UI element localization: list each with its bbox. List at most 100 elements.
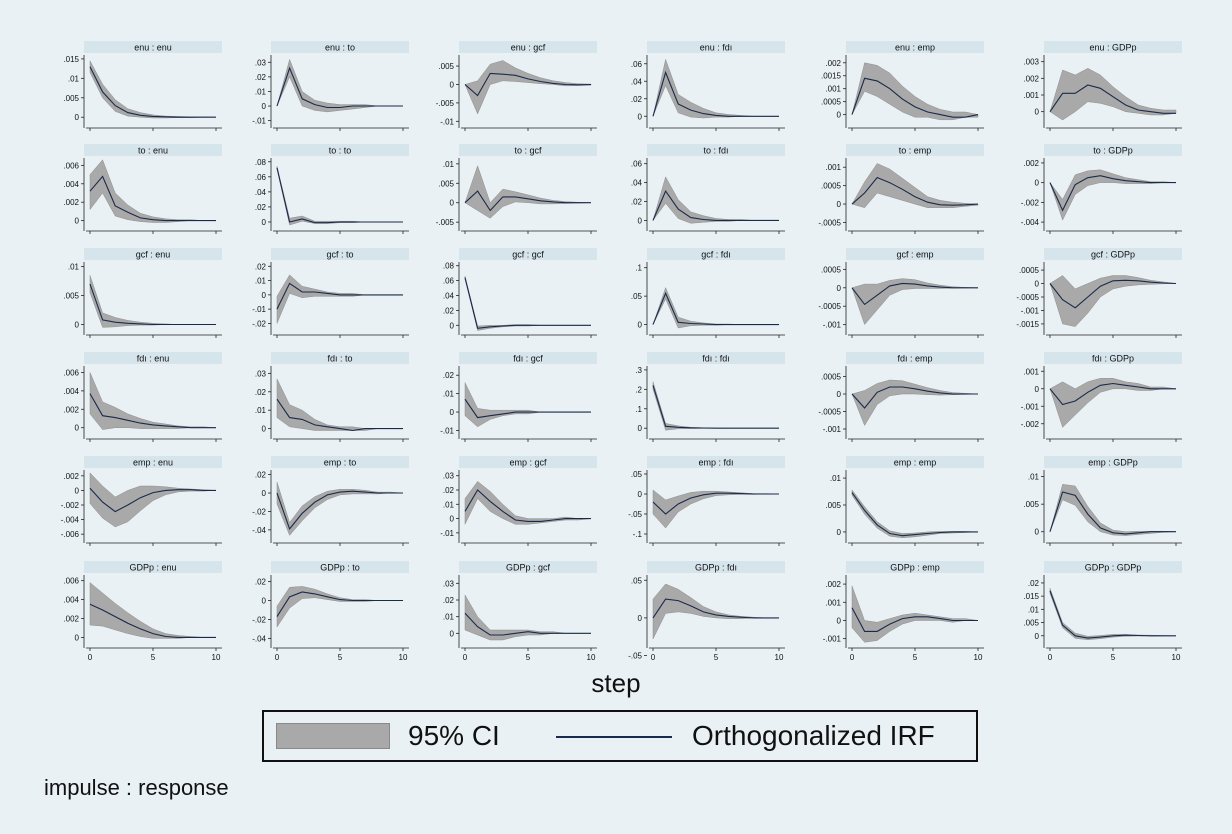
y-tick-label: 0 xyxy=(837,528,842,537)
irf-panel: fdı : to 0 .01 .02 .03 xyxy=(255,352,409,442)
ci-band xyxy=(276,481,404,536)
y-tick-label: 0 xyxy=(450,515,455,524)
y-tick-label: .01 xyxy=(443,390,455,399)
y-tick-label: .02 xyxy=(443,371,455,380)
panel-title-strip xyxy=(271,248,409,260)
irf-panel: emp : GDPp 0 .005 .01 xyxy=(1023,456,1182,546)
y-tick-label: -.0005 xyxy=(818,302,841,311)
y-tick-label: .006 xyxy=(63,161,79,170)
ci-band xyxy=(464,60,592,115)
ci-band xyxy=(89,60,217,119)
x-tick-label: 10 xyxy=(974,653,983,662)
panel-title-strip xyxy=(1044,144,1182,156)
x-tick-label: 5 xyxy=(338,653,343,662)
irf-panel: to : enu 0 .002 .004 .006 xyxy=(63,144,222,234)
panel-title: emp : enu xyxy=(133,458,173,468)
irf-line xyxy=(276,490,403,531)
y-tick-label: -.01 xyxy=(252,117,266,126)
irf-line xyxy=(1049,175,1176,212)
x-tick-label: 0 xyxy=(1048,653,1053,662)
y-tick-label: .015 xyxy=(63,55,79,64)
irf-line xyxy=(464,190,591,212)
y-tick-label: -.0005 xyxy=(1016,293,1039,302)
y-tick-label: .01 xyxy=(68,74,80,83)
panel-title-strip xyxy=(459,41,597,53)
irf-panel: enu : fdı 0 .02 .04 .06 xyxy=(631,41,785,131)
y-tick-label: .04 xyxy=(443,292,455,301)
y-tick-label: .02 xyxy=(631,198,643,207)
y-tick-label: -.002 xyxy=(1021,420,1040,429)
panel-title: GDPp : fdı xyxy=(695,563,737,573)
panel-title: gcf : gcf xyxy=(512,250,544,260)
y-tick-label: 0 xyxy=(638,112,643,121)
irf-line xyxy=(89,175,216,222)
irf-line xyxy=(851,607,978,632)
y-tick-label: -.001 xyxy=(823,635,842,644)
y-tick-label: .0005 xyxy=(821,265,842,274)
irf-line xyxy=(851,176,979,206)
irf-line xyxy=(652,189,779,221)
panel-title: gcf : GDPp xyxy=(1091,250,1135,260)
y-tick-label: 0 xyxy=(1035,108,1040,117)
y-tick-label: .05 xyxy=(631,292,643,301)
irf-line xyxy=(1049,84,1176,114)
panel-title: to : fdı xyxy=(703,146,728,156)
y-tick-label: .015 xyxy=(1023,592,1039,601)
irf-line xyxy=(851,492,978,537)
x-axis-title: step xyxy=(591,668,641,698)
y-tick-label: -.02 xyxy=(252,319,266,328)
y-tick-label: .001 xyxy=(825,598,841,607)
ci-band xyxy=(276,58,403,113)
irf-panel: GDPp : enu 0 .002 .004 .006 0 5 10 xyxy=(63,561,222,662)
panel-title-strip xyxy=(271,561,409,573)
panel-title: to : gcf xyxy=(514,146,542,156)
ci-band xyxy=(851,278,979,326)
legend-ci-label: 95% CI xyxy=(408,720,500,751)
y-tick-label: 0 xyxy=(75,217,80,226)
irf-line xyxy=(276,398,403,432)
y-tick-label: .0005 xyxy=(821,373,842,382)
panel-title-strip xyxy=(84,248,222,260)
y-tick-label: -.02 xyxy=(252,615,266,624)
y-tick-label: .0005 xyxy=(1019,266,1040,275)
irf-line xyxy=(652,70,779,117)
y-tick-label: .05 xyxy=(631,576,643,585)
irf-line xyxy=(464,489,591,522)
y-tick-label: -.002 xyxy=(1021,198,1040,207)
y-tick-label: .005 xyxy=(63,94,79,103)
panel-title-strip xyxy=(846,144,984,156)
panel-title-strip xyxy=(84,41,222,53)
irf-panel: GDPp : to -.04 -.02 0 .02 0 5 10 xyxy=(252,561,409,662)
y-tick-label: .03 xyxy=(443,472,455,481)
panel-title: enu : emp xyxy=(895,43,935,53)
irf-line xyxy=(1049,279,1177,309)
panel-title: fdı : to xyxy=(327,354,352,364)
y-tick-label: .1 xyxy=(635,405,642,414)
y-tick-label: .02 xyxy=(255,471,267,480)
y-tick-label: .04 xyxy=(631,77,643,86)
irf-line xyxy=(464,277,591,329)
legend-ci-swatch xyxy=(276,723,390,749)
y-tick-label: 0 xyxy=(262,597,267,606)
panel-title-strip xyxy=(84,352,222,364)
irf-line xyxy=(652,598,779,619)
x-tick-label: 5 xyxy=(151,653,156,662)
y-tick-label: 0 xyxy=(75,113,80,122)
y-tick-label: .02 xyxy=(255,73,267,82)
ci-band xyxy=(464,481,592,525)
y-tick-label: 0 xyxy=(638,614,643,623)
y-tick-label: -.001 xyxy=(823,425,842,434)
irf-panel: GDPp : GDPp 0 .005 .01 .015 .02 0 5 10 xyxy=(1023,561,1182,662)
irf-line xyxy=(464,72,592,97)
irf-panel: emp : gcf -.01 0 .01 .02 .03 xyxy=(440,456,597,546)
x-tick-label: 5 xyxy=(714,653,719,662)
panel-title: to : GDPp xyxy=(1093,146,1133,156)
y-tick-label: .001 xyxy=(1023,91,1039,100)
y-tick-label: -.01 xyxy=(440,426,454,435)
irf-line xyxy=(652,291,779,326)
y-tick-label: .06 xyxy=(255,173,267,182)
x-tick-label: 10 xyxy=(1172,653,1181,662)
irf-panel: GDPp : fdı -.05 0 .05 0 5 10 xyxy=(628,561,785,662)
irf-line xyxy=(652,385,779,429)
